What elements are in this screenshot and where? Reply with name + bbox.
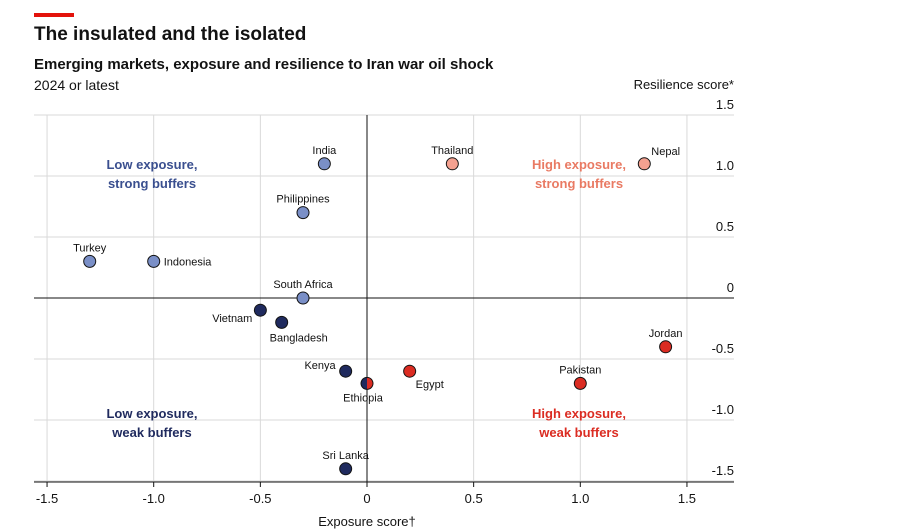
data-label: India [312, 145, 337, 157]
data-point-pakistan [573, 376, 587, 390]
data-label: Vietnam [212, 313, 252, 325]
quadrant-label: strong buffers [535, 176, 623, 191]
quadrant-label: High exposure, [532, 406, 626, 421]
chart-title: The insulated and the isolated [34, 24, 307, 45]
data-point-turkey [83, 254, 97, 268]
data-point-indonesia [147, 254, 161, 268]
data-point-ethiopia-right [367, 377, 373, 390]
x-axis-title: Exposure score† [318, 514, 416, 529]
quadrant-label: weak buffers [111, 425, 191, 440]
quadrant-label: Low exposure, [106, 406, 197, 421]
data-label: Nepal [651, 146, 680, 158]
data-point-south-africa [296, 291, 310, 305]
data-point-india [317, 157, 331, 171]
y-tick-label: 1.0 [716, 158, 734, 173]
x-tick-label: 1.5 [678, 491, 696, 506]
y-tick-label: 1.5 [716, 97, 734, 112]
data-point-thailand [445, 157, 459, 171]
quadrant-label: weak buffers [538, 425, 618, 440]
x-tick-label: 0 [363, 491, 370, 506]
data-point-bangladesh [275, 315, 289, 329]
y-axis-title: Resilience score* [634, 77, 734, 92]
data-label: Jordan [649, 328, 683, 340]
x-tick-label: 1.0 [571, 491, 589, 506]
quadrant-label: strong buffers [108, 176, 196, 191]
y-tick-label: 0.5 [716, 219, 734, 234]
data-label: Bangladesh [270, 332, 328, 344]
chart-note: 2024 or latest [34, 77, 119, 93]
y-tick-label: -1.0 [712, 402, 734, 417]
y-tick-label: 0 [727, 280, 734, 295]
y-tick-label: -1.5 [712, 463, 734, 478]
quadrant-label: Low exposure, [106, 157, 197, 172]
accent-bar [34, 13, 74, 17]
data-point-egypt [403, 364, 417, 378]
data-point-ethiopia-left [361, 377, 367, 390]
x-tick-label: 0.5 [465, 491, 483, 506]
data-label: Philippines [276, 194, 330, 206]
data-point-nepal [637, 157, 651, 171]
data-label: Turkey [73, 242, 107, 254]
x-tick-label: -1.5 [36, 491, 58, 506]
quadrant-label: High exposure, [532, 157, 626, 172]
data-point-sri-lanka [339, 462, 353, 476]
data-label: Kenya [304, 360, 336, 372]
data-label: Egypt [416, 379, 444, 391]
data-point-jordan [659, 340, 673, 354]
data-label: Sri Lanka [322, 450, 369, 462]
x-tick-label: -1.0 [142, 491, 164, 506]
data-label: Ethiopia [343, 392, 384, 404]
data-label: Indonesia [164, 256, 213, 268]
data-point-outline [360, 376, 374, 390]
data-point-vietnam [253, 303, 267, 317]
data-label: Thailand [431, 145, 473, 157]
x-tick-label: -0.5 [249, 491, 271, 506]
data-label: Pakistan [559, 364, 601, 376]
chart-subtitle: Emerging markets, exposure and resilienc… [34, 56, 494, 73]
data-label: South Africa [273, 279, 333, 291]
data-point-kenya [339, 364, 353, 378]
data-point-philippines [296, 206, 310, 220]
y-tick-label: -0.5 [712, 341, 734, 356]
